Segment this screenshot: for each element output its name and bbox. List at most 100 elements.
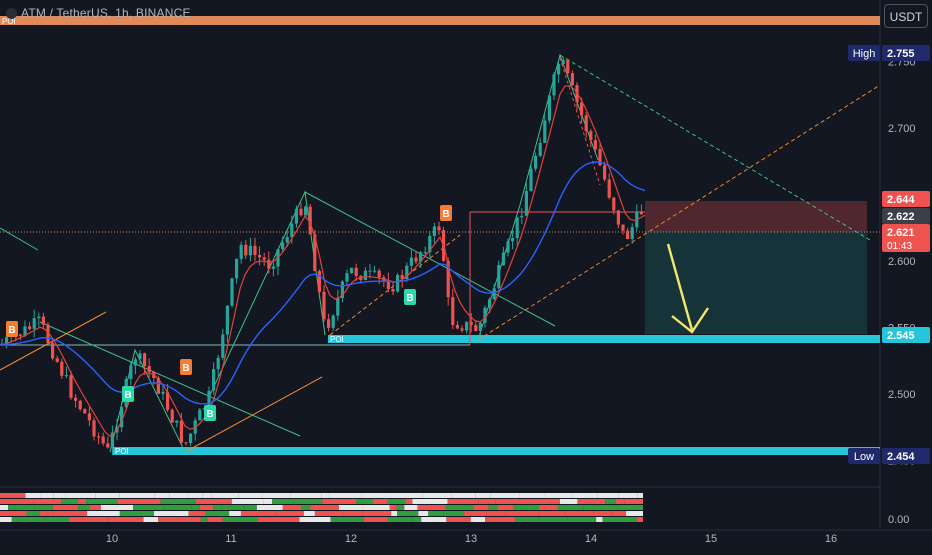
candle	[299, 208, 303, 216]
oscillator-bar	[559, 499, 578, 504]
candle	[538, 142, 542, 156]
trendline	[559, 57, 601, 186]
oscillator-bar	[637, 493, 643, 498]
candle	[603, 165, 607, 180]
oscillator-bar	[322, 499, 357, 504]
oscillator-bar	[266, 517, 300, 522]
price-label-value: 2.644	[887, 194, 915, 206]
oscillator-bar	[78, 499, 87, 504]
candle	[225, 305, 229, 335]
oscillator-bar	[178, 517, 201, 522]
candle	[235, 258, 239, 279]
oscillator-bar	[433, 517, 447, 522]
oscillator-bar	[205, 511, 230, 516]
candle	[143, 353, 147, 367]
oscillator-bar	[200, 517, 208, 522]
candle	[455, 325, 459, 329]
oscillator-bar	[356, 499, 374, 504]
oscillator-bar	[53, 493, 66, 498]
oscillator-bar	[262, 493, 291, 498]
take-profit-zone	[645, 232, 867, 334]
oscillator-bar	[26, 511, 40, 516]
candle	[419, 252, 423, 262]
candle	[607, 179, 611, 198]
candle	[189, 433, 193, 443]
oscillator-bar	[405, 499, 413, 504]
candle	[156, 378, 160, 394]
oscillator-bar	[211, 493, 220, 498]
oscillator-bar	[52, 505, 79, 510]
oscillator-bar	[583, 505, 618, 510]
oscillator-bar	[624, 499, 643, 504]
candle	[106, 443, 110, 448]
ema-fast-line	[0, 85, 646, 438]
symbol-header[interactable]: ATM / TetherUS, 1h, BINANCE	[6, 6, 191, 20]
oscillator-bar	[565, 511, 594, 516]
oscillator-bar	[362, 511, 392, 516]
oscillator-bar	[404, 505, 418, 510]
candle	[32, 318, 36, 329]
candle	[543, 120, 547, 143]
oscillator-bar	[195, 499, 232, 504]
candle	[120, 407, 124, 428]
oscillator-bar	[428, 511, 444, 516]
oscillator-bar	[343, 511, 363, 516]
oscillator-bar	[158, 517, 179, 522]
candle	[460, 328, 464, 331]
signal-badge	[180, 359, 192, 375]
candle	[524, 191, 528, 216]
oscillator-bar	[282, 505, 295, 510]
oscillator-bar	[69, 517, 83, 522]
oscillator-bar	[490, 493, 520, 498]
oscillator-bar	[86, 499, 118, 504]
price-label: 2.545	[882, 327, 930, 343]
stop-loss-zone	[645, 201, 867, 232]
ema-slow-line	[0, 161, 646, 405]
oscillator-bar	[411, 517, 422, 522]
price-label: 2.621 01:43	[882, 224, 930, 252]
candle	[83, 409, 87, 414]
candle	[267, 259, 271, 269]
candle	[400, 274, 404, 279]
oscillator-bar	[567, 517, 597, 522]
oscillator-bar	[133, 505, 164, 510]
oscillator-bar	[544, 493, 573, 498]
oscillator-bar	[221, 505, 244, 510]
oscillator-bar	[119, 493, 155, 498]
candle	[570, 73, 574, 86]
candle	[409, 257, 413, 266]
projection-arrow	[666, 243, 694, 331]
candle	[612, 197, 616, 211]
oscillator-bar	[397, 511, 419, 516]
candle	[396, 274, 400, 292]
oscillator-bar	[65, 493, 96, 498]
candle	[589, 131, 593, 141]
candle	[60, 361, 64, 376]
signal-text: B	[406, 293, 413, 304]
candle	[37, 316, 41, 319]
trendline	[0, 227, 39, 251]
candle	[5, 337, 9, 344]
oscillator-bar	[8, 505, 35, 510]
oscillator-bar	[330, 517, 356, 522]
candle	[377, 270, 381, 278]
candle	[414, 257, 418, 262]
oscillator-bar	[0, 505, 9, 510]
candle	[258, 254, 262, 258]
oscillator-bar	[33, 499, 62, 504]
x-tick-label: 12	[345, 533, 357, 545]
currency-unit-button[interactable]: USDT	[884, 4, 928, 28]
signal-badge	[440, 205, 452, 221]
oscillator-pane	[0, 493, 643, 522]
oscillator-bar	[73, 511, 88, 516]
candle	[386, 281, 390, 289]
oscillator-bar	[154, 493, 170, 498]
candle	[23, 326, 27, 336]
oscillator-bar	[421, 517, 434, 522]
oscillator-bar	[95, 493, 120, 498]
price-countdown: 01:43	[887, 241, 912, 252]
oscillator-bar	[617, 505, 643, 510]
oscillator-bar	[447, 499, 479, 504]
